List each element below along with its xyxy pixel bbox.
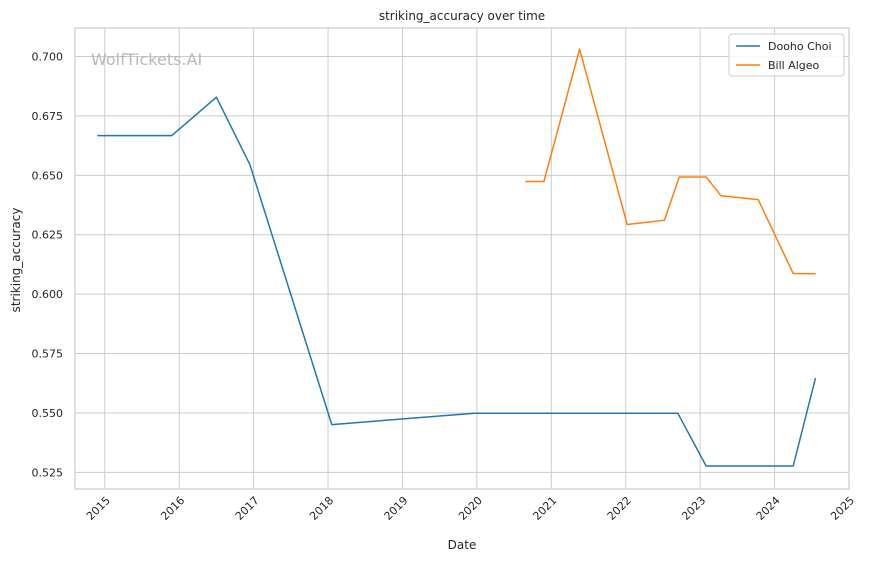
y-tick-label: 0.650 bbox=[32, 169, 64, 182]
legend-label-dooho-choi: Dooho Choi bbox=[768, 40, 832, 53]
series-line-dooho-choi bbox=[97, 96, 817, 467]
x-tick-label: 2025 bbox=[828, 494, 857, 523]
x-tick-label: 2023 bbox=[679, 494, 708, 523]
chart-title: striking_accuracy over time bbox=[379, 9, 545, 23]
x-axis-title: Date bbox=[448, 538, 477, 552]
legend-label-bill-algeo: Bill Algeo bbox=[768, 59, 820, 72]
x-tick-label: 2020 bbox=[456, 494, 485, 523]
x-tick-label: 2016 bbox=[158, 494, 187, 523]
legend: Dooho Choi Bill Algeo bbox=[728, 33, 845, 77]
y-tick-label: 0.625 bbox=[32, 229, 64, 242]
x-axis-ticks: 2015 2016 2017 2018 2019 2020 2021 2022 2023 2024… bbox=[84, 494, 857, 523]
x-tick-label: 2024 bbox=[754, 494, 783, 523]
x-tick-label: 2015 bbox=[84, 494, 113, 523]
y-tick-label: 0.550 bbox=[32, 407, 64, 420]
y-tick-label: 0.700 bbox=[32, 51, 64, 64]
y-tick-label: 0.600 bbox=[32, 288, 64, 301]
grid bbox=[75, 28, 850, 489]
y-axis-ticks: 0.525 0.550 0.575 0.600 0.625 0.650 0.675 0.700 bbox=[32, 51, 64, 480]
watermark: WolfTickets.AI bbox=[91, 50, 202, 69]
y-axis-title: striking_accuracy bbox=[9, 208, 23, 313]
x-tick-label: 2021 bbox=[530, 494, 559, 523]
series-line-bill-algeo bbox=[525, 48, 816, 275]
y-tick-label: 0.675 bbox=[32, 110, 64, 123]
plot-frame bbox=[74, 27, 850, 490]
x-tick-label: 2019 bbox=[382, 494, 411, 523]
series-lines bbox=[97, 48, 817, 467]
y-tick-label: 0.575 bbox=[32, 348, 64, 361]
y-tick-label: 0.525 bbox=[32, 466, 64, 479]
x-tick-label: 2017 bbox=[233, 494, 262, 523]
x-tick-label: 2022 bbox=[605, 494, 634, 523]
x-tick-label: 2018 bbox=[307, 494, 336, 523]
